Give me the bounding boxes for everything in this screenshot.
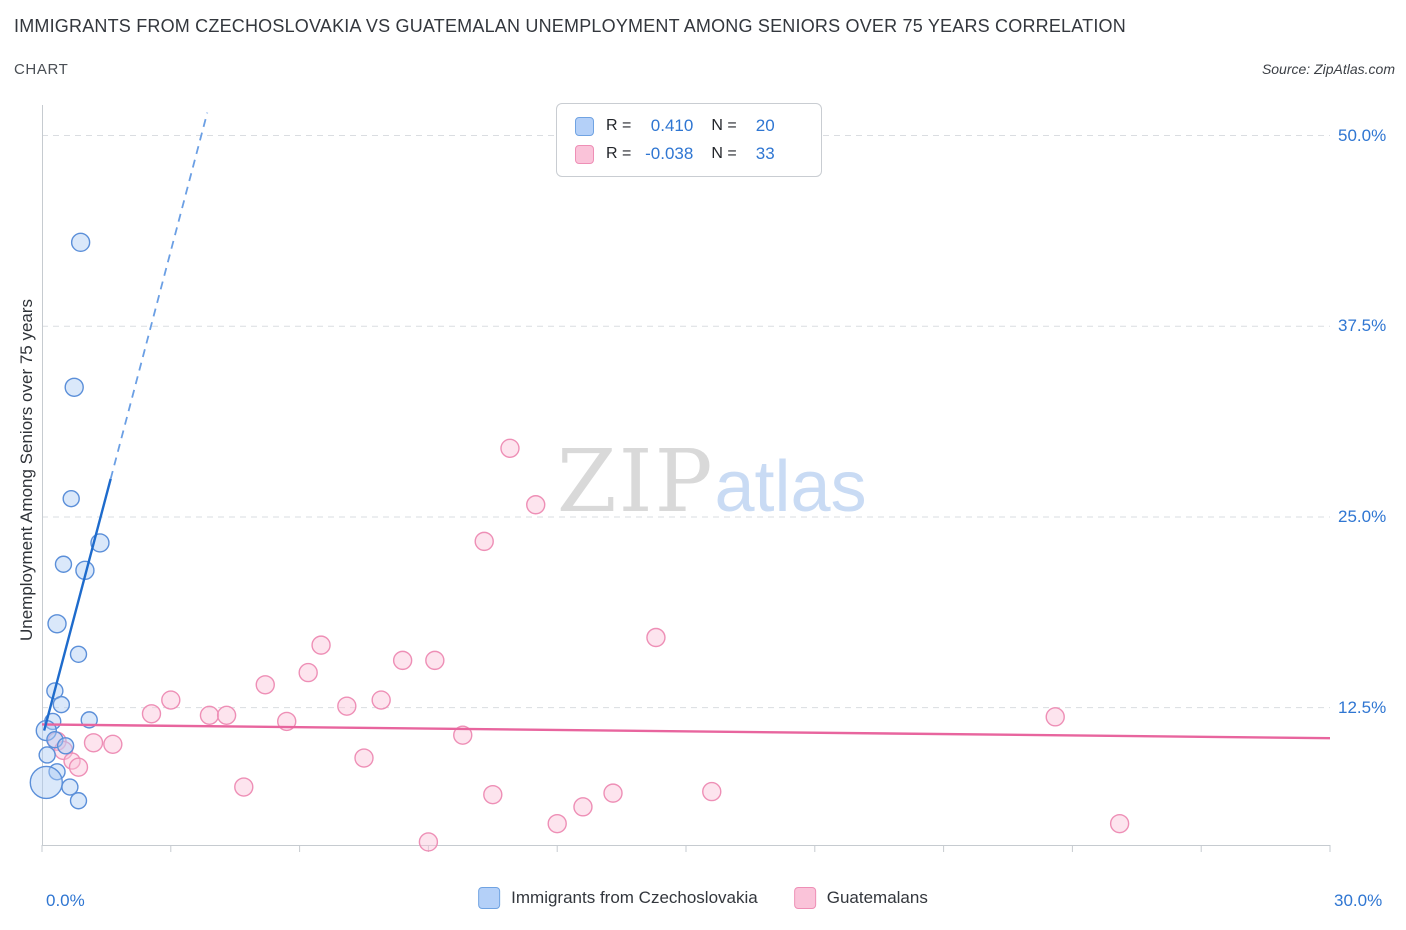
n-label: N =	[711, 145, 737, 162]
point-czechoslovakia[interactable]	[61, 778, 79, 796]
point-guatemalans[interactable]	[500, 438, 520, 458]
legend-row-czechoslovakia: R = 0.410 N = 20	[575, 112, 821, 140]
x-tick-label: 0.0%	[46, 891, 85, 910]
n-value: 33	[755, 144, 775, 163]
point-guatemalans[interactable]	[526, 495, 546, 515]
watermark-atlas: atlas	[714, 447, 867, 528]
legend-row-guatemalans: R = -0.038 N = 33	[575, 140, 821, 168]
point-guatemalans[interactable]	[418, 832, 439, 852]
point-guatemalans[interactable]	[354, 748, 374, 768]
point-guatemalans[interactable]	[474, 531, 494, 552]
point-guatemalans[interactable]	[483, 784, 503, 805]
point-czechoslovakia[interactable]	[52, 695, 71, 714]
r-label: R =	[606, 145, 632, 162]
point-czechoslovakia[interactable]	[62, 489, 80, 508]
point-guatemalans[interactable]	[425, 650, 445, 671]
y-tick-label: 12.5%	[1338, 697, 1387, 717]
point-guatemalans[interactable]	[603, 783, 623, 803]
point-czechoslovakia[interactable]	[69, 645, 88, 663]
y-tick-label: 25.0%	[1338, 506, 1387, 526]
point-guatemalans[interactable]	[298, 662, 318, 683]
y-tick-label: 50.0%	[1338, 125, 1387, 145]
page-title: IMMIGRANTS FROM CZECHOSLOVAKIA VS GUATEM…	[14, 16, 1126, 36]
trend-line-czechoslovakia	[42, 478, 112, 731]
scatter-plot	[29, 105, 1331, 852]
watermark: ZIPatlas	[557, 432, 867, 532]
point-guatemalans[interactable]	[83, 733, 104, 753]
point-czechoslovakia[interactable]	[64, 377, 84, 397]
point-guatemalans[interactable]	[141, 704, 162, 724]
correlation-legend: R = 0.410 N = 20 R = -0.038 N = 33	[556, 103, 822, 177]
y-axis-title: Unemployment Among Seniors over 75 years	[17, 298, 36, 642]
point-guatemalans[interactable]	[547, 813, 567, 834]
n-label: N =	[711, 117, 737, 134]
watermark-zip: ZIP	[556, 432, 715, 533]
source-attribution: Source: ZipAtlas.com	[1261, 61, 1395, 77]
point-guatemalans[interactable]	[103, 734, 123, 754]
point-guatemalans[interactable]	[453, 725, 473, 745]
legend-swatch-blue	[478, 887, 501, 909]
legend-item-czechoslovakia: Immigrants from Czechoslovakia	[478, 887, 758, 909]
legend-swatch-blue	[575, 116, 594, 136]
r-value: -0.038	[645, 144, 694, 163]
point-guatemalans[interactable]	[702, 781, 722, 802]
point-guatemalans[interactable]	[392, 650, 413, 671]
point-guatemalans[interactable]	[1109, 813, 1130, 834]
trend-extension-czechoslovakia	[109, 112, 209, 480]
chart-label: CHART	[14, 61, 69, 78]
legend-label: Immigrants from Czechoslovakia	[511, 888, 758, 907]
point-guatemalans[interactable]	[573, 797, 593, 817]
point-guatemalans[interactable]	[311, 635, 331, 655]
point-guatemalans[interactable]	[234, 777, 254, 797]
point-guatemalans[interactable]	[646, 627, 666, 648]
legend-item-guatemalans: Guatemalans	[793, 887, 928, 909]
y-tick-label: 37.5%	[1338, 316, 1387, 336]
n-value: 20	[755, 116, 775, 135]
point-guatemalans[interactable]	[161, 690, 181, 710]
point-guatemalans[interactable]	[371, 690, 391, 710]
point-czechoslovakia[interactable]	[69, 792, 88, 810]
legend-label: Guatemalans	[826, 888, 928, 907]
point-czechoslovakia[interactable]	[56, 737, 75, 755]
point-guatemalans[interactable]	[1045, 707, 1065, 727]
point-guatemalans[interactable]	[199, 705, 220, 726]
plot-area: ZIPatlas	[29, 105, 1331, 852]
x-tick-label: 30.0%	[1334, 891, 1383, 910]
point-czechoslovakia[interactable]	[70, 232, 91, 253]
point-czechoslovakia[interactable]	[47, 614, 67, 634]
point-czechoslovakia[interactable]	[29, 765, 63, 800]
point-guatemalans[interactable]	[216, 705, 237, 726]
point-czechoslovakia[interactable]	[38, 746, 56, 764]
point-czechoslovakia[interactable]	[46, 731, 64, 749]
legend-swatch-pink	[575, 144, 594, 164]
series-legend: Immigrants from Czechoslovakia Guatemala…	[478, 887, 928, 909]
legend-swatch-pink	[793, 887, 816, 909]
point-guatemalans[interactable]	[68, 757, 89, 777]
r-label: R =	[606, 117, 632, 134]
point-guatemalans[interactable]	[337, 696, 357, 716]
r-value: 0.410	[650, 116, 694, 135]
point-czechoslovakia[interactable]	[54, 555, 73, 573]
trend-line-guatemalans	[41, 723, 1331, 740]
point-guatemalans[interactable]	[255, 675, 275, 695]
